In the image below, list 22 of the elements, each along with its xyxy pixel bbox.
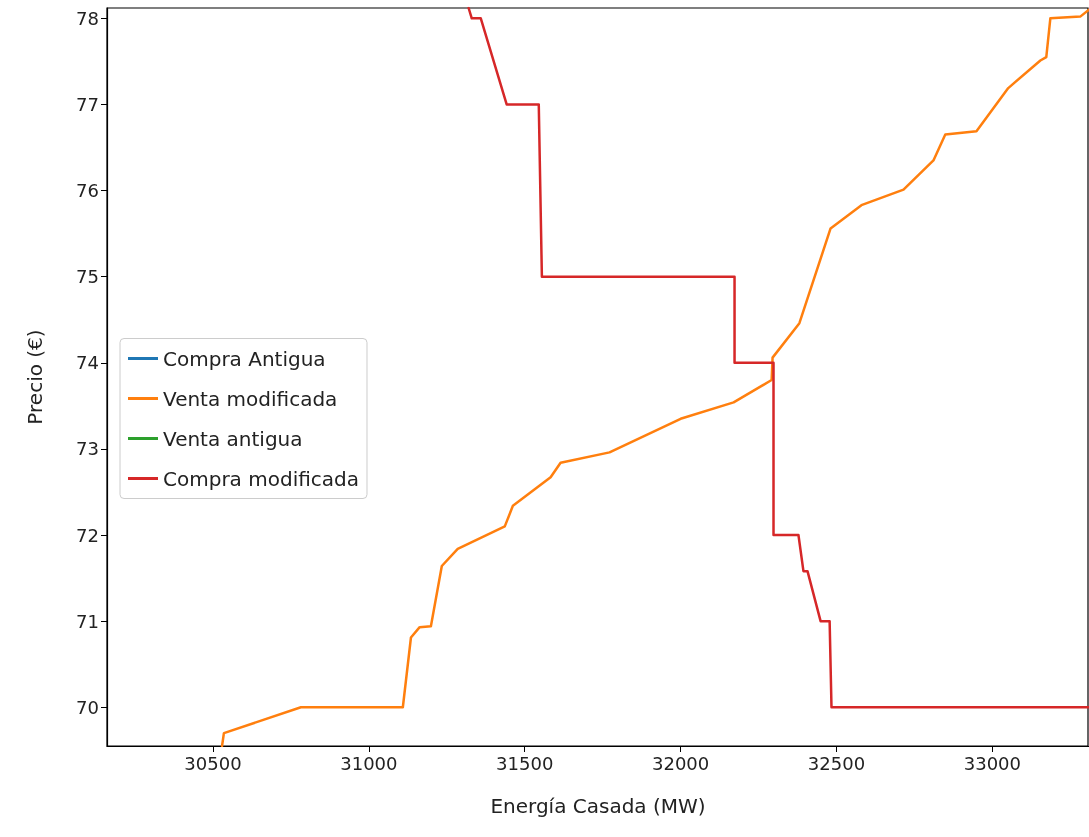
y-tick-label: 74	[76, 352, 99, 374]
y-tick-label: 75	[76, 266, 99, 288]
y-tick-label: 70	[76, 696, 99, 718]
legend-label: Compra Antigua	[163, 346, 326, 371]
line-series	[467, 6, 1089, 709]
y-tick-label: 76	[76, 180, 99, 202]
x-tick-label: 30500	[184, 752, 242, 774]
y-tick-label: 77	[76, 93, 99, 115]
y-tick-label: 73	[76, 438, 99, 460]
x-tick-label: 33000	[963, 752, 1021, 774]
x-tick-label: 32500	[807, 752, 866, 774]
y-tick-label: 72	[76, 524, 99, 546]
y-tick-label: 78	[76, 7, 99, 29]
x-tick-label: 31000	[340, 752, 398, 774]
y-axis-title: Precio (€)	[23, 329, 47, 425]
y-tick-label: 71	[76, 610, 99, 632]
x-tick-label: 32000	[651, 752, 710, 774]
legend-label: Compra modificada	[163, 466, 359, 491]
legend-label: Venta modificada	[163, 386, 338, 411]
x-axis-title: Energía Casada (MW)	[490, 794, 706, 818]
x-tick-label: 31500	[496, 752, 554, 774]
legend-label: Venta antigua	[163, 426, 303, 451]
